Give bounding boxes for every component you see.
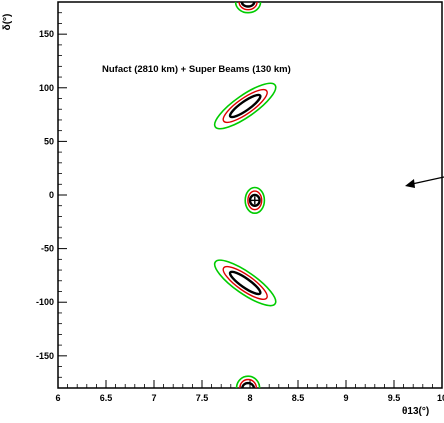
contour-middle <box>239 378 258 388</box>
x-tick-label: 6.5 <box>100 393 113 403</box>
x-axis-title: θ13(°) <box>402 406 429 417</box>
plot-frame <box>57 1 443 389</box>
best-fit-marker <box>250 196 259 205</box>
x-tick-label: 6 <box>55 393 60 403</box>
x-tick-label: 7 <box>151 393 156 403</box>
y-tick-label: 0 <box>49 190 54 200</box>
y-tick-label: -50 <box>41 244 54 254</box>
contour-outer <box>213 259 277 307</box>
contour-region-upper <box>213 82 277 130</box>
contour-outer <box>235 375 261 388</box>
x-tick-label: 9 <box>343 393 348 403</box>
contour-middle <box>238 2 258 11</box>
y-tick-label: -150 <box>36 351 54 361</box>
contour-outer <box>213 82 277 130</box>
contour-inner <box>228 93 262 119</box>
contour-region-bottom-edge <box>235 375 261 388</box>
y-tick-label: 150 <box>39 29 54 39</box>
y-tick-label: 50 <box>44 136 54 146</box>
contour-regions <box>213 2 277 388</box>
x-tick-label: 7.5 <box>196 393 209 403</box>
y-tick-label: 100 <box>39 83 54 93</box>
contour-inner <box>241 381 256 388</box>
contour-middle <box>222 265 268 300</box>
x-tick-label: 9.5 <box>388 393 401 403</box>
contour-middle <box>247 190 263 211</box>
contour-outer <box>234 2 262 14</box>
x-tick-label: 8 <box>247 393 252 403</box>
contour-inner <box>248 193 261 207</box>
x-tick-label: 10 <box>437 393 444 403</box>
chart-annotation: Nufact (2810 km) + Super Beams (130 km) <box>102 64 291 75</box>
contour-inner <box>228 270 262 296</box>
contour-region-top-edge <box>234 2 262 14</box>
x-tick-label: 8.5 <box>292 393 305 403</box>
y-tick-label: -100 <box>36 297 54 307</box>
contour-middle <box>222 88 268 124</box>
contour-region-lower <box>213 259 277 307</box>
y-axis-title: δ(°) <box>2 14 13 31</box>
contour-outer <box>244 186 266 215</box>
contour-region-center <box>244 186 266 215</box>
contour-inner <box>240 2 256 8</box>
arrow-annotation <box>405 176 444 188</box>
